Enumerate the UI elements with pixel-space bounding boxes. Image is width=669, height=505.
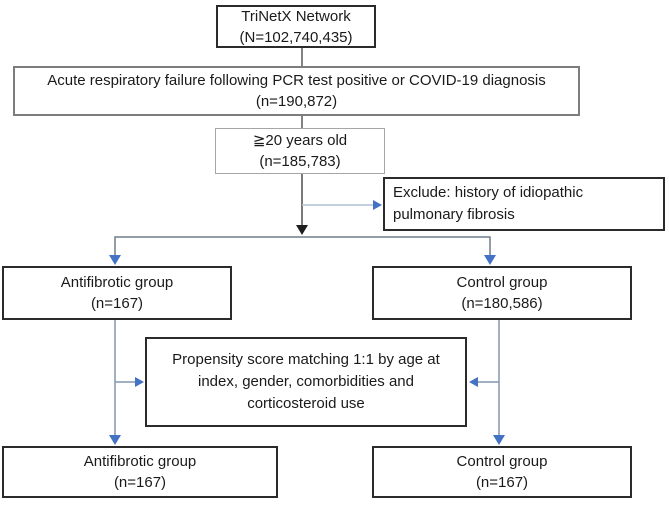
node-age-20-or-older: ≧20 years old (n=185,783) bbox=[215, 128, 385, 174]
arrowhead-left-blue-icon bbox=[469, 377, 478, 387]
arrowhead-right-blue-icon bbox=[373, 200, 382, 210]
node-control-group-unmatched: Control group (n=180,586) bbox=[372, 266, 632, 320]
node-count: (n=190,872) bbox=[255, 93, 338, 110]
node-label: Antifibrotic group bbox=[60, 274, 174, 291]
node-exclude-ipf: Exclude: history of idiopathic pulmonary… bbox=[383, 177, 665, 231]
node-count: (N=102,740,435) bbox=[239, 28, 353, 46]
node-acute-respiratory-failure: Acute respiratory failure following PCR … bbox=[13, 66, 580, 116]
arrowhead-down-blue-icon bbox=[484, 255, 496, 265]
node-count: (n=167) bbox=[475, 474, 529, 491]
arrowhead-down-blue-icon bbox=[493, 435, 505, 445]
arrowhead-down-blue-icon bbox=[109, 435, 121, 445]
node-trinetx-network: TriNetX Network (N=102,740,435) bbox=[216, 5, 376, 48]
node-label: Control group bbox=[456, 274, 548, 291]
node-count: (n=167) bbox=[113, 474, 167, 491]
node-label: Antifibrotic group bbox=[83, 453, 197, 470]
node-propensity-score-matching: Propensity score matching 1:1 by age at … bbox=[145, 337, 467, 427]
connector-split-bracket bbox=[114, 236, 491, 257]
node-control-group-matched: Control group (n=167) bbox=[372, 446, 632, 498]
node-label: TriNetX Network bbox=[241, 7, 351, 25]
node-antifibrotic-group-unmatched: Antifibrotic group (n=167) bbox=[2, 266, 232, 320]
arrowhead-right-blue-icon bbox=[135, 377, 144, 387]
node-label: Propensity score matching 1:1 by age at … bbox=[172, 351, 440, 412]
node-antifibrotic-group-matched: Antifibrotic group (n=167) bbox=[2, 446, 278, 498]
node-count: (n=185,783) bbox=[259, 153, 341, 170]
node-count: (n=180,586) bbox=[461, 295, 543, 312]
arrowhead-down-blue-icon bbox=[109, 255, 121, 265]
node-label: ≧20 years old bbox=[252, 132, 348, 149]
arrowhead-down-black-icon bbox=[296, 225, 308, 235]
node-count: (n=167) bbox=[90, 295, 144, 312]
node-label: Acute respiratory failure following PCR … bbox=[47, 72, 546, 89]
node-label: Exclude: history of idiopathic pulmonary… bbox=[393, 184, 584, 223]
node-label: Control group bbox=[456, 453, 548, 470]
